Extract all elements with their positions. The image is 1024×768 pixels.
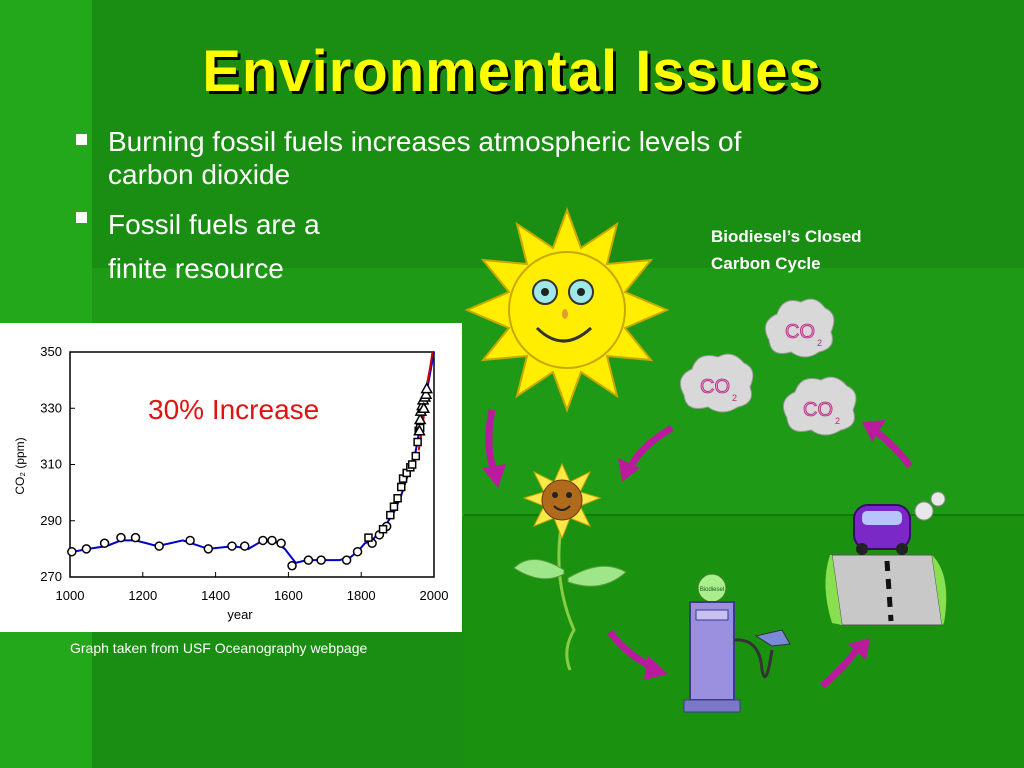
x-tick-label: 2000 bbox=[420, 588, 449, 603]
cycle-arrow-icon bbox=[482, 409, 506, 488]
cycle-arrow-icon bbox=[618, 424, 674, 482]
data-point-square bbox=[378, 524, 388, 534]
y-tick-label: 290 bbox=[40, 513, 62, 528]
bullet-1-line-2: carbon dioxide bbox=[108, 159, 291, 190]
data-point-circle bbox=[276, 538, 286, 548]
carbon-cycle-diagram: CO 2 CO 2 CO 2 bbox=[464, 207, 947, 713]
series-layer bbox=[67, 351, 435, 571]
data-point-circle bbox=[227, 541, 237, 551]
axis-ticks: 1000 1200 1400 1600 1800 2000 270 290 310 330 350 bbox=[40, 344, 448, 603]
co2-cloud-icon: CO 2 bbox=[679, 353, 754, 413]
sunflower-icon bbox=[513, 462, 627, 671]
slide-title: Environmental Issues bbox=[202, 39, 822, 104]
plot-area-frame bbox=[69, 351, 435, 578]
car-icon bbox=[825, 491, 947, 626]
bullet-2-line-2: finite resource bbox=[108, 253, 284, 284]
data-point-circle bbox=[267, 535, 277, 546]
data-point-triangle bbox=[420, 382, 433, 394]
chart-annotation: 30% Increase bbox=[148, 394, 320, 425]
biodiesel-pump-icon: Biodiesel bbox=[683, 573, 791, 713]
data-point-circle bbox=[81, 544, 92, 554]
data-point-square bbox=[411, 451, 421, 461]
data-point-circle bbox=[154, 541, 164, 551]
data-point-triangle bbox=[413, 424, 426, 436]
bullet-1-line-1: Burning fossil fuels increases atmospher… bbox=[108, 126, 742, 157]
co2-cloud-subscript: 2 bbox=[732, 393, 737, 403]
bullet-item-2: Fossil fuels are a finite resource bbox=[76, 203, 438, 291]
bullet-item-1: Burning fossil fuels increases atmospher… bbox=[76, 125, 908, 191]
co2-chart-svg: 1000 1200 1400 1600 1800 2000270290310330350 … bbox=[13, 344, 448, 622]
x-tick-label: 1400 bbox=[201, 588, 230, 603]
y-tick-label: 270 bbox=[40, 569, 62, 584]
x-axis-label: year bbox=[227, 607, 253, 622]
data-point-square bbox=[396, 482, 406, 492]
y-tick-label: 330 bbox=[40, 400, 62, 415]
bullet-2-line-1: Fossil fuels are a bbox=[108, 209, 320, 240]
data-point-circle bbox=[287, 561, 297, 571]
co2-cloud-label: CO bbox=[803, 399, 833, 421]
co2-cloud-label: CO bbox=[700, 376, 730, 398]
data-point-circle bbox=[258, 535, 268, 546]
data-point-circle bbox=[130, 532, 141, 543]
cycle-arrow-icon bbox=[607, 629, 668, 680]
x-tick-label: 1200 bbox=[128, 588, 157, 603]
data-point-circle bbox=[185, 535, 195, 546]
data-point-square bbox=[389, 502, 399, 511]
data-point-square bbox=[413, 437, 422, 447]
data-point-circle bbox=[316, 555, 326, 565]
cycle-arrow-icon bbox=[862, 420, 913, 469]
data-point-circle bbox=[116, 532, 126, 543]
co2-cloud-subscript: 2 bbox=[835, 416, 840, 426]
cycle-title-line-2: Carbon Cycle bbox=[711, 254, 821, 273]
data-point-circle bbox=[303, 555, 314, 565]
data-point-square bbox=[386, 510, 395, 520]
data-point-triangle bbox=[417, 401, 431, 413]
cycle-title: Biodiesel’s Closed Carbon Cycle bbox=[711, 223, 862, 277]
x-tick-label: 1600 bbox=[274, 588, 303, 603]
square-bullet-icon bbox=[76, 134, 87, 145]
x-tick-label: 1800 bbox=[347, 588, 376, 603]
co2-chart: 1000 1200 1400 1600 1800 2000 270 290 310 330 350 … bbox=[0, 323, 462, 632]
data-point-circle bbox=[99, 538, 110, 548]
square-bullet-icon bbox=[76, 212, 87, 223]
y-axis-label: CO₂ (ppm) bbox=[13, 437, 27, 494]
co2-cloud-icon: CO 2 bbox=[782, 376, 857, 436]
cycle-title-line-1: Biodiesel’s Closed bbox=[711, 227, 862, 246]
data-point-circle bbox=[352, 546, 363, 557]
data-point-triangle bbox=[413, 412, 427, 425]
data-point-circle bbox=[239, 541, 250, 551]
data-point-square bbox=[393, 494, 402, 503]
co2-cloud-icon: CO 2 bbox=[764, 298, 835, 358]
x-tick-label: 1000 bbox=[56, 588, 85, 603]
pump-label: Biodiesel bbox=[700, 587, 724, 593]
co2-cloud-subscript: 2 bbox=[817, 338, 822, 348]
cycle-arrow-icon bbox=[819, 638, 870, 689]
data-point-square bbox=[407, 460, 417, 469]
sun-icon bbox=[464, 207, 670, 413]
data-point-circle bbox=[67, 546, 77, 557]
y-tick-label: 350 bbox=[40, 344, 62, 359]
data-point-square bbox=[364, 533, 373, 542]
data-point-circle bbox=[203, 544, 214, 554]
data-point-triangle bbox=[419, 387, 433, 399]
data-point-circle bbox=[341, 555, 352, 565]
y-tick-label: 310 bbox=[40, 457, 62, 472]
chart-source-note: Graph taken from USF Oceanography webpag… bbox=[70, 640, 368, 656]
co2-cloud-label: CO bbox=[785, 321, 815, 343]
